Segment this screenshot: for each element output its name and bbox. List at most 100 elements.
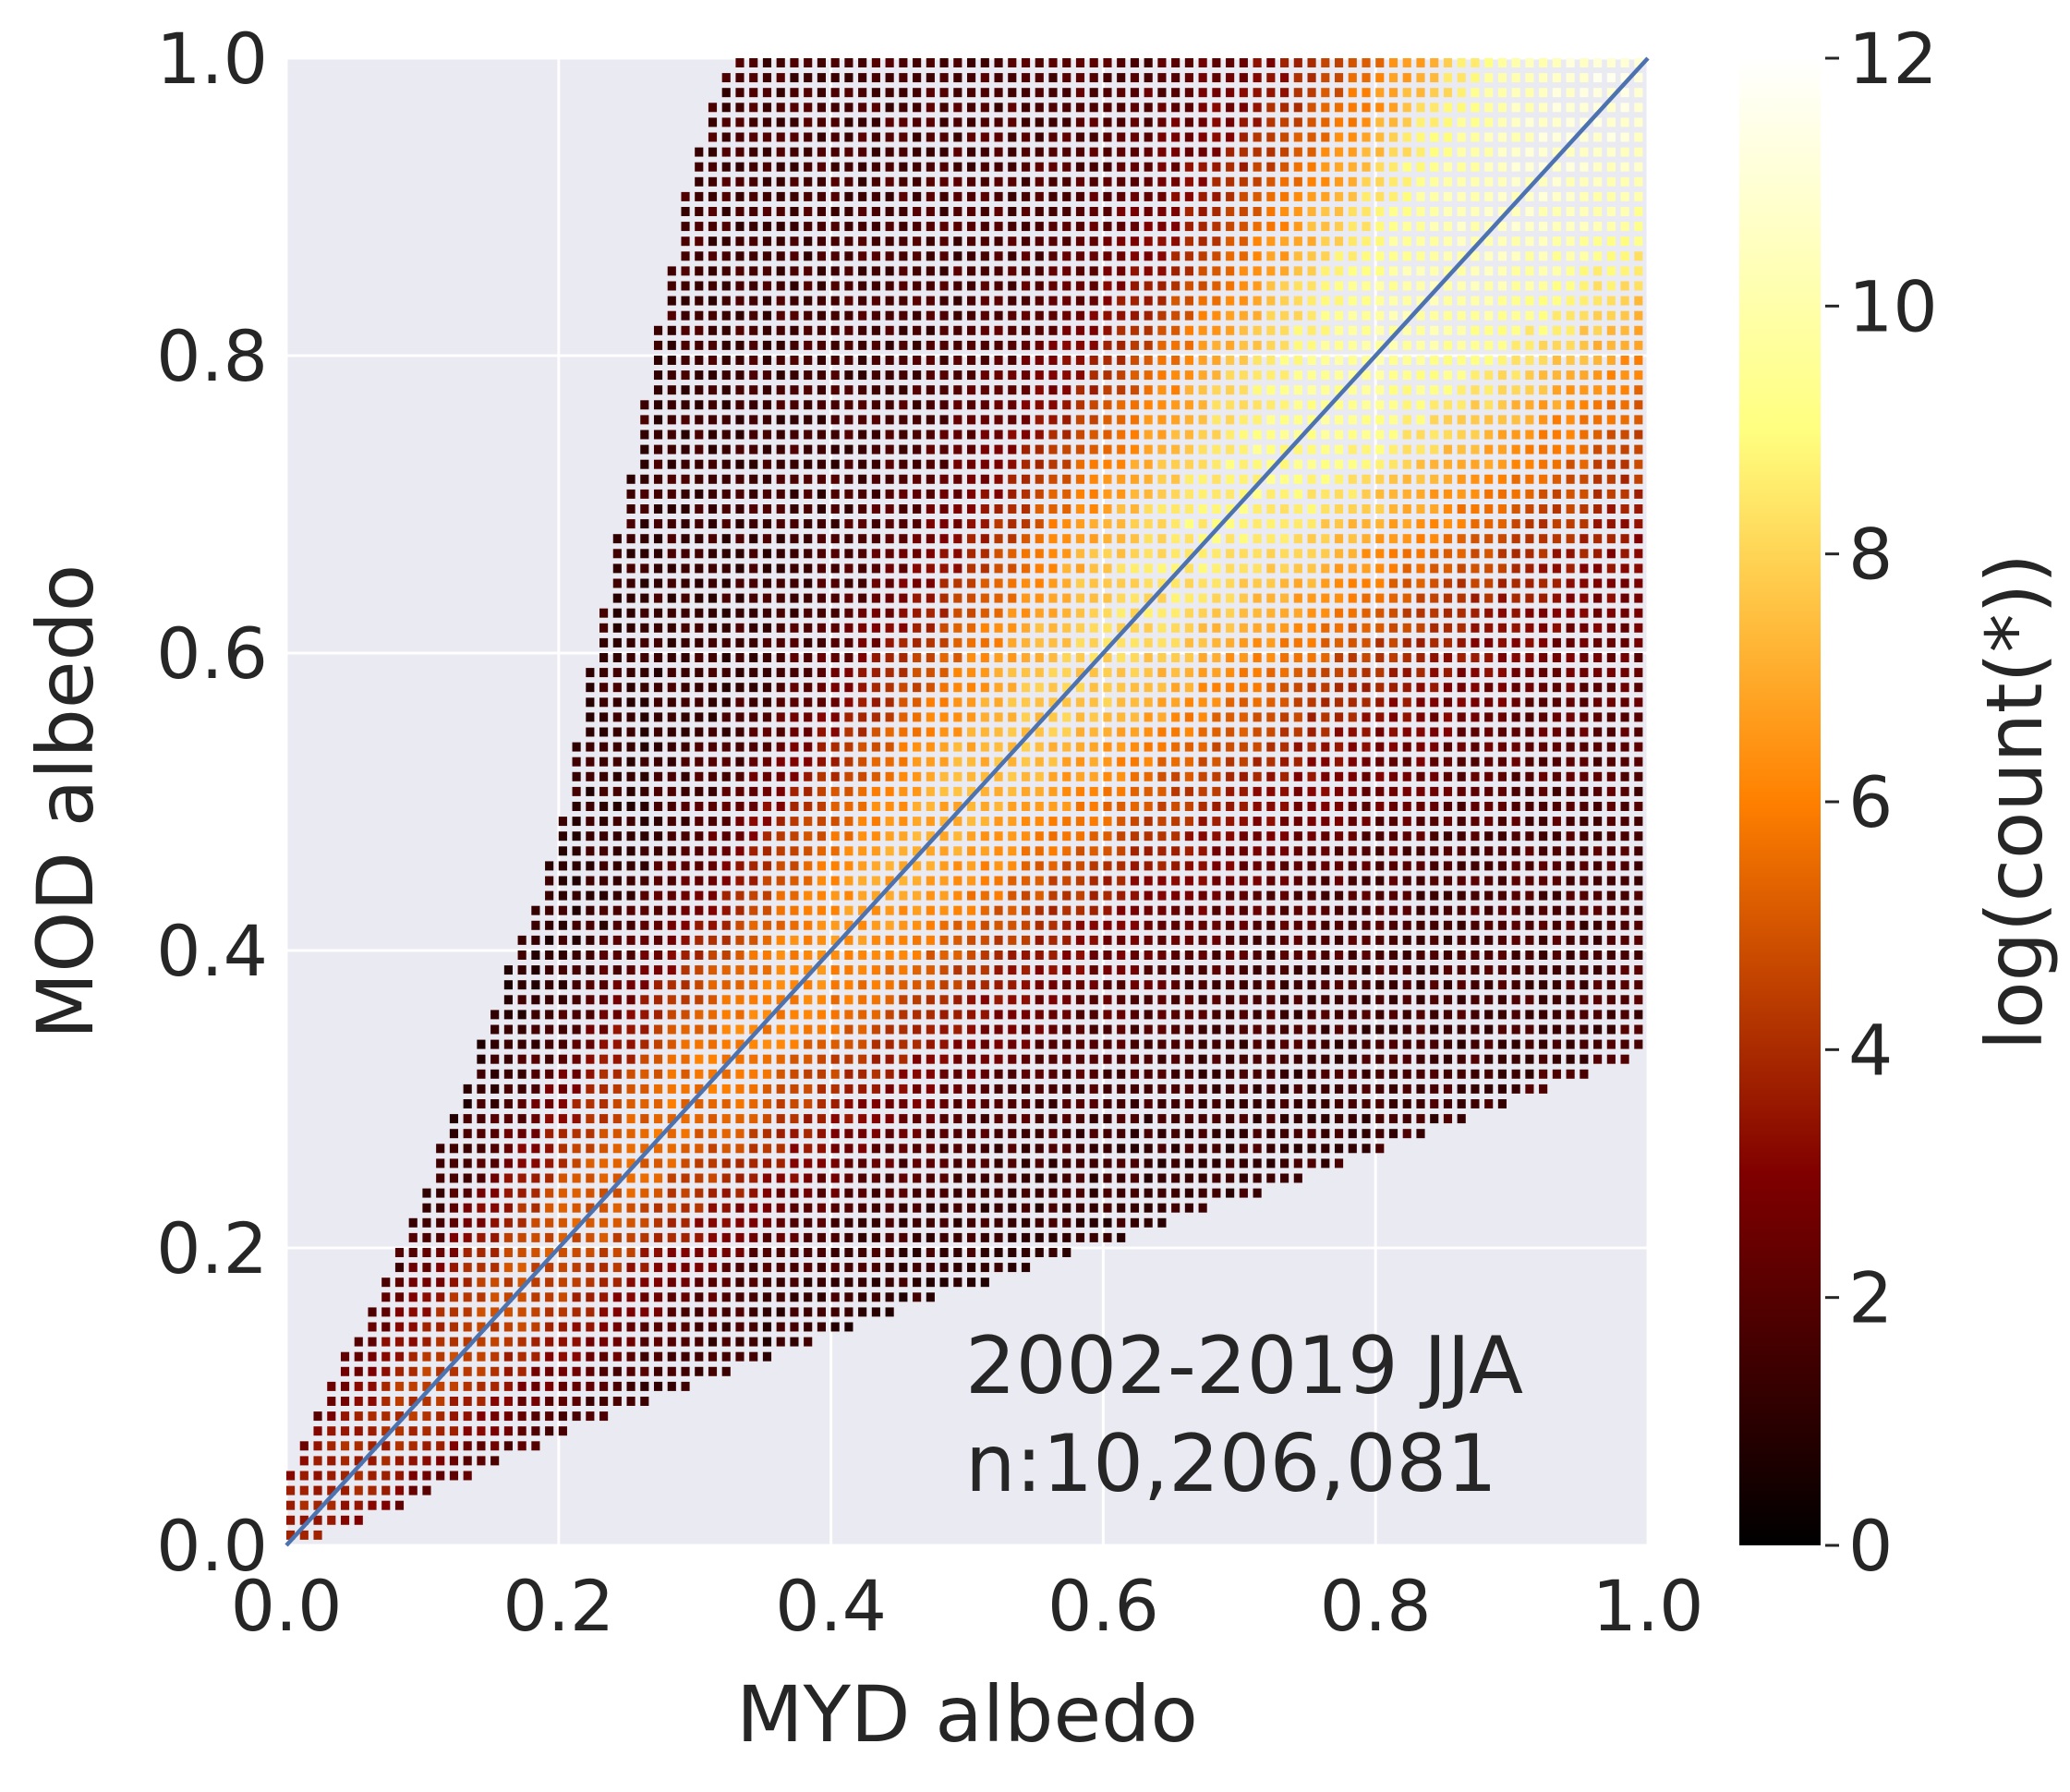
heatmap-cell <box>1157 340 1167 350</box>
heatmap-cell <box>1062 846 1071 856</box>
heatmap-cell <box>708 400 718 410</box>
heatmap-cell <box>776 1188 785 1198</box>
heatmap-cell <box>1075 786 1085 796</box>
heatmap-cell <box>1239 965 1248 975</box>
heatmap-cell <box>1130 980 1140 990</box>
heatmap-cell <box>1293 58 1302 67</box>
heatmap-cell <box>1171 176 1180 187</box>
heatmap-cell <box>1226 965 1235 975</box>
heatmap-cell <box>1144 340 1153 350</box>
heatmap-cell <box>913 266 922 276</box>
heatmap-cell <box>1144 802 1153 811</box>
heatmap-cell <box>408 1485 418 1495</box>
heatmap-cell <box>436 1322 445 1332</box>
heatmap-cell <box>1280 683 1289 693</box>
heatmap-cell <box>1307 296 1316 306</box>
heatmap-cell <box>1280 563 1289 574</box>
heatmap-cell <box>490 1366 500 1376</box>
heatmap-cell <box>531 905 540 915</box>
heatmap-cell <box>640 549 649 559</box>
heatmap-cell <box>1184 1099 1193 1108</box>
heatmap-cell <box>1117 1158 1126 1168</box>
heatmap-cell <box>926 266 935 276</box>
heatmap-cell <box>1321 623 1330 633</box>
heatmap-cell <box>1293 222 1302 232</box>
heatmap-cell <box>749 385 758 395</box>
heatmap-cell <box>1198 340 1207 350</box>
heatmap-cell <box>994 935 1003 945</box>
heatmap-cell <box>844 356 853 365</box>
heatmap-cell <box>708 489 718 499</box>
heatmap-cell <box>776 861 785 871</box>
heatmap-cell <box>1334 370 1344 381</box>
heatmap-cell <box>762 683 772 693</box>
heatmap-cell <box>653 905 663 915</box>
heatmap-cell <box>817 995 826 1005</box>
heatmap-cell <box>1144 995 1153 1005</box>
heatmap-cell <box>1226 950 1235 960</box>
heatmap-cell <box>871 771 880 781</box>
heatmap-cell <box>1117 1203 1126 1213</box>
heatmap-cell <box>1035 519 1044 529</box>
heatmap-cell <box>899 1292 908 1302</box>
heatmap-cell <box>1157 132 1167 142</box>
heatmap-cell <box>844 1039 853 1049</box>
heatmap-cell <box>1157 1084 1167 1094</box>
heatmap-cell <box>913 296 922 306</box>
heatmap-cell <box>503 1248 513 1257</box>
heatmap-cell <box>1293 415 1302 425</box>
heatmap-cell <box>953 727 962 737</box>
heatmap-cell <box>858 593 867 603</box>
heatmap-cell <box>1321 757 1330 767</box>
heatmap-cell <box>531 1441 540 1451</box>
heatmap-cell <box>503 1099 513 1108</box>
heatmap-cell <box>735 325 744 335</box>
heatmap-cell <box>1280 965 1289 975</box>
heatmap-cell <box>626 1263 636 1273</box>
heatmap-cell <box>939 831 949 842</box>
heatmap-cell <box>1075 356 1085 365</box>
heatmap-cell <box>1266 1024 1276 1035</box>
heatmap-cell <box>871 88 880 98</box>
heatmap-cell <box>1021 980 1031 990</box>
heatmap-cell <box>436 1381 445 1391</box>
heatmap-cell <box>844 430 853 440</box>
heatmap-cell <box>844 1144 853 1154</box>
heatmap-cell <box>1089 132 1098 142</box>
heatmap-cell <box>1171 683 1180 693</box>
heatmap-cell <box>626 1397 636 1406</box>
heatmap-cell <box>721 1292 731 1302</box>
heatmap-cell <box>913 162 922 172</box>
heatmap-cell <box>1062 176 1071 187</box>
heatmap-cell <box>1075 222 1085 232</box>
heatmap-cell <box>1062 73 1071 83</box>
heatmap-cell <box>762 1039 772 1049</box>
heatmap-cell <box>1293 310 1302 321</box>
heatmap-cell <box>1035 1069 1044 1079</box>
heatmap-cell <box>1035 742 1044 752</box>
heatmap-cell <box>858 742 867 752</box>
heatmap-cell <box>381 1397 391 1406</box>
heatmap-cell <box>1089 965 1098 975</box>
heatmap-cell <box>1075 415 1085 425</box>
heatmap-cell <box>1239 861 1248 871</box>
heatmap-cell <box>1321 534 1330 544</box>
heatmap-cell <box>1048 980 1058 990</box>
heatmap-cell <box>776 683 785 693</box>
heatmap-cell <box>1307 1114 1316 1124</box>
heatmap-cell <box>967 1248 976 1257</box>
heatmap-cell <box>667 1248 676 1257</box>
heatmap-cell <box>394 1307 405 1317</box>
heatmap-cell <box>1062 1069 1071 1079</box>
heatmap-cell <box>953 1024 962 1035</box>
heatmap-cell <box>980 310 989 321</box>
heatmap-cell <box>1171 266 1180 276</box>
heatmap-cell <box>1334 1158 1344 1168</box>
heatmap-cell <box>1144 861 1153 871</box>
heatmap-cell <box>790 325 799 335</box>
heatmap-cell <box>422 1337 431 1347</box>
heatmap-cell <box>545 1397 554 1406</box>
heatmap-cell <box>790 608 799 618</box>
heatmap-cell <box>1089 325 1098 335</box>
heatmap-cell <box>572 817 581 827</box>
